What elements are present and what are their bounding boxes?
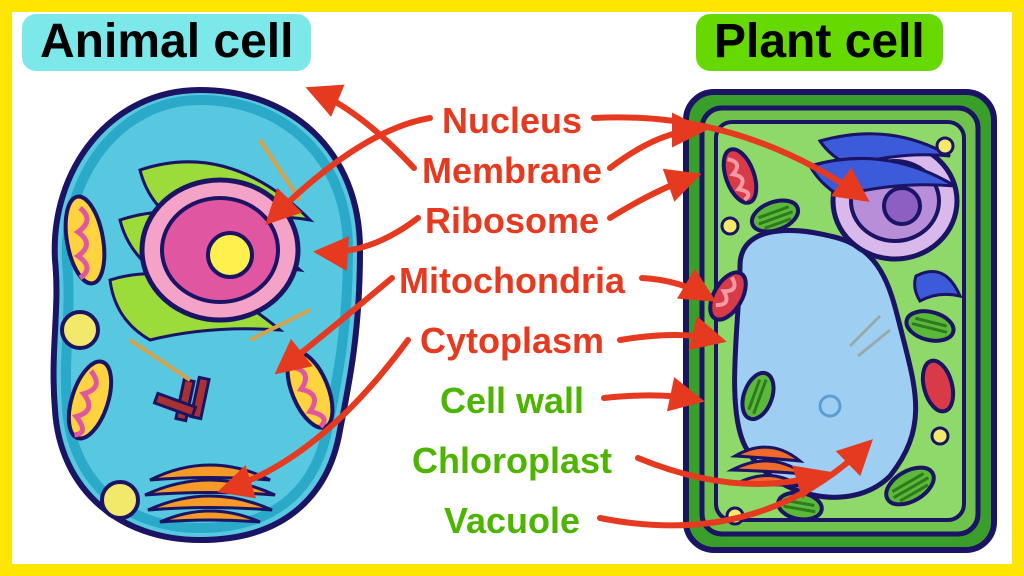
label-membrane: Membrane [422,150,602,192]
plant-title: Plant cell [696,14,943,71]
animal-cell [30,80,370,550]
label-cytoplasm: Cytoplasm [420,320,604,362]
animal-nucleus [142,180,298,320]
label-cellwall: Cell wall [440,380,584,422]
label-mitochondria: Mitochondria [399,260,625,302]
label-nucleus: Nucleus [442,100,582,142]
label-vacuole: Vacuole [444,500,580,542]
plant-cell [680,86,1000,556]
label-chloroplast: Chloroplast [412,440,612,482]
animal-title: Animal cell [22,14,311,71]
label-ribosome: Ribosome [425,200,599,242]
